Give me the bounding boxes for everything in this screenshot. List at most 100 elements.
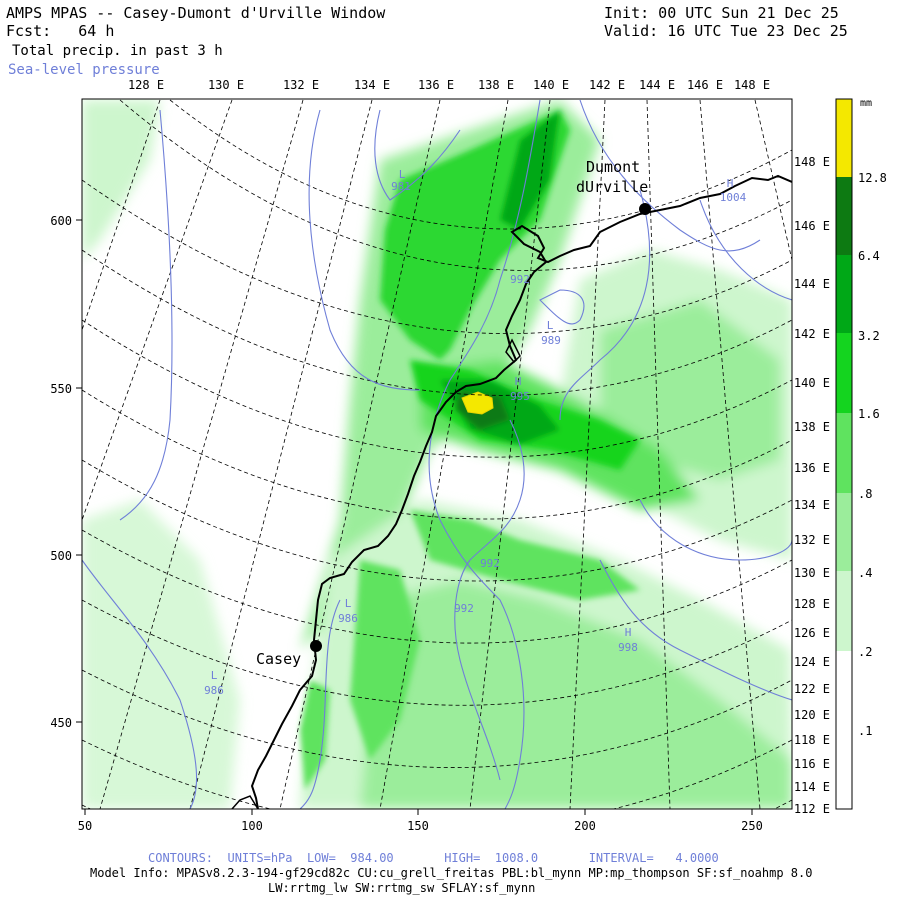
init-time: Init: 00 UTC Sun 21 Dec 25 xyxy=(604,4,839,22)
pressure-center-letter-5: L xyxy=(345,597,352,610)
precip-area-southwest xyxy=(82,500,240,809)
pressure-center-value-3: 989 xyxy=(541,334,561,347)
meridian-144e xyxy=(646,99,671,809)
slp-contour-3 xyxy=(308,109,421,391)
right-lon-label: 112 E xyxy=(794,802,830,816)
top-lon-label: 134 E xyxy=(354,78,390,92)
right-lon-label: 124 E xyxy=(794,655,830,669)
left-axis-labels: 600 550 500 450 xyxy=(50,214,82,730)
meridian-130e xyxy=(82,99,233,521)
precip-shading xyxy=(82,100,792,809)
colorbar-swatch-0.2 xyxy=(836,571,852,651)
model-info-line-2: LW:rrtmg_lw SW:rrtmg_sw SFLAY:sf_mynn xyxy=(268,881,536,895)
right-lon-label: 142 E xyxy=(794,327,830,341)
parallel-9 xyxy=(82,669,792,768)
station-label-dumont-1: Dumont xyxy=(586,158,640,176)
bottom-grid-label: 200 xyxy=(574,819,596,833)
pressure-center-letter-6: L xyxy=(211,669,218,682)
right-lon-label: 140 E xyxy=(794,376,830,390)
meridian-128e xyxy=(82,99,161,331)
right-lon-label: 144 E xyxy=(794,277,830,291)
colorbar-labels: mm 12.8 6.4 3.2 1.6 .8 .4 .2 .1 xyxy=(858,98,887,738)
left-grid-label: 600 xyxy=(50,214,72,228)
top-axis-labels: 128 E 130 E 132 E 134 E 136 E 138 E 140 … xyxy=(128,78,770,92)
parallel-3 xyxy=(82,249,792,396)
right-axis-labels: 148 E 146 E 144 E 142 E 140 E 138 E 136 … xyxy=(794,155,830,816)
contour-label-1: 992 xyxy=(510,273,530,286)
parallel-10 xyxy=(82,739,792,809)
right-lon-label: 130 E xyxy=(794,566,830,580)
colorbar-swatch-0.8 xyxy=(836,413,852,493)
pressure-center-value-7: 998 xyxy=(618,641,638,654)
overlay-title: Sea-level pressure xyxy=(8,62,160,78)
parallel-6 xyxy=(82,459,792,582)
precip-band-north-heavy xyxy=(500,110,560,230)
precip-area-west xyxy=(82,100,160,260)
colorbar-swatch-0.1 xyxy=(836,651,852,809)
left-grid-label: 450 xyxy=(50,716,72,730)
precip-area-east-core xyxy=(600,300,780,480)
colorbar: mm 12.8 6.4 3.2 1.6 .8 .4 .2 .1 xyxy=(835,98,887,810)
slp-contour-11 xyxy=(299,599,341,809)
right-lon-label: 128 E xyxy=(794,597,830,611)
valid-time: Valid: 16 UTC Tue 23 Dec 25 xyxy=(604,22,848,40)
top-lon-label: 128 E xyxy=(128,78,164,92)
pressure-center-letter-3: L xyxy=(547,319,554,332)
slp-contour-10 xyxy=(599,559,792,701)
right-lon-label: 122 E xyxy=(794,682,830,696)
precip-peak xyxy=(461,391,494,415)
pressure-center-letter-4: H xyxy=(515,375,522,388)
parallel-2 xyxy=(82,179,792,335)
colorbar-label: 12.8 xyxy=(858,171,887,185)
slp-contour-9 xyxy=(539,289,585,325)
colorbar-label: 1.6 xyxy=(858,407,880,421)
forecast-hour: Fcst: 64 h xyxy=(6,22,115,40)
colorbar-label: .4 xyxy=(858,566,872,580)
colorbar-unit: mm xyxy=(860,98,872,109)
contour-label-3: 992 xyxy=(454,602,474,615)
top-lon-label: 146 E xyxy=(687,78,723,92)
right-lon-label: 148 E xyxy=(794,155,830,169)
right-lon-label: 134 E xyxy=(794,498,830,512)
colorbar-frame xyxy=(835,98,853,810)
contour-info: CONTOURS: UNITS=hPa LOW= 984.00 HIGH= 10… xyxy=(148,851,719,865)
slp-contour-1 xyxy=(119,109,173,521)
pressure-center-value-2: 1004 xyxy=(720,191,747,204)
meridian-136e xyxy=(279,99,441,809)
colorbar-swatch-3.2 xyxy=(836,255,852,333)
top-lon-label: 140 E xyxy=(533,78,569,92)
colorbar-swatch-12.8 xyxy=(836,99,852,177)
pressure-center-value-1: 981 xyxy=(391,180,411,193)
precip-south-plume xyxy=(350,560,420,760)
station-label-dumont-2: dUrville xyxy=(576,178,648,196)
precip-casey-plume xyxy=(300,680,330,790)
top-lon-label: 138 E xyxy=(478,78,514,92)
bottom-grid-label: 50 xyxy=(78,819,92,833)
field-title: Total precip. in past 3 h xyxy=(12,43,223,59)
top-lon-label: 132 E xyxy=(283,78,319,92)
slp-contours xyxy=(82,99,792,809)
parallel-0 xyxy=(169,99,792,230)
plot-frame xyxy=(81,98,793,810)
top-lon-label: 130 E xyxy=(208,78,244,92)
left-grid-label: 550 xyxy=(50,382,72,396)
station-label-casey: Casey xyxy=(256,650,301,668)
graticule xyxy=(82,99,792,809)
coastline-south xyxy=(231,795,259,809)
right-lon-label: 138 E xyxy=(794,420,830,434)
colorbar-label: 3.2 xyxy=(858,329,880,343)
slp-contour-8 xyxy=(559,189,651,421)
pressure-center-letter-7: H xyxy=(625,626,632,639)
parallel-4 xyxy=(82,319,792,458)
pressure-center-value-5: 986 xyxy=(338,612,358,625)
meridian-134e xyxy=(189,99,373,809)
right-lon-label: 126 E xyxy=(794,626,830,640)
pressure-center-letter-2: H xyxy=(727,177,734,190)
right-lon-label: 114 E xyxy=(794,780,830,794)
bottom-grid-label: 100 xyxy=(241,819,263,833)
top-lon-label: 148 E xyxy=(734,78,770,92)
right-lon-label: 146 E xyxy=(794,219,830,233)
top-lon-label: 144 E xyxy=(639,78,675,92)
right-lon-label: 136 E xyxy=(794,461,830,475)
slp-contour-12 xyxy=(699,199,792,301)
